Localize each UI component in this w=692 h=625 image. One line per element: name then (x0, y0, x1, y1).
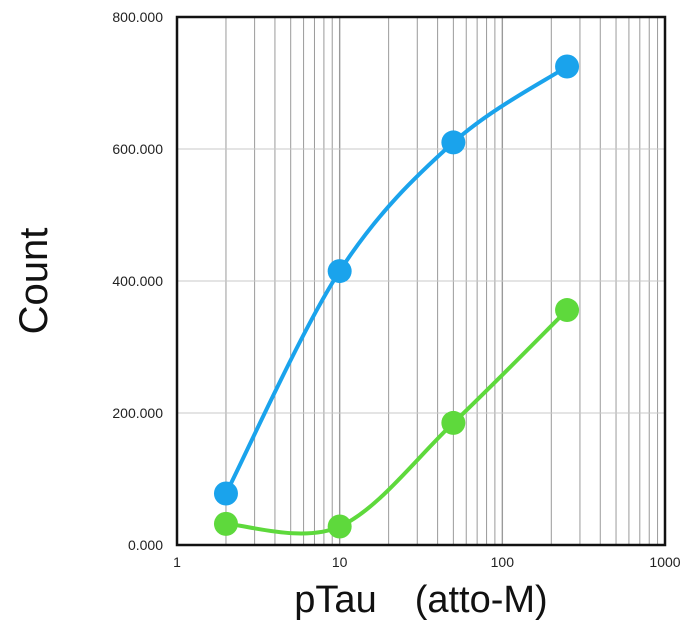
series-1-line (223, 64, 570, 496)
y-tick-label: 200.000 (112, 405, 163, 421)
series-2-line (223, 308, 570, 536)
x-tick-label: 1 (173, 554, 181, 570)
series-2-point (555, 298, 580, 323)
y-tick-label: 400.000 (112, 273, 163, 289)
x-tick-label: 100 (491, 554, 515, 570)
y-tick-label: 600.000 (112, 141, 163, 157)
series-2-point (213, 511, 238, 536)
grid (177, 17, 665, 545)
x-tick-label: 1000 (649, 554, 680, 570)
series-2-point (441, 410, 466, 435)
plot-frame (175, 15, 667, 547)
series-2-point (327, 514, 352, 539)
tick-labels: 1 10 100 1000 0.000 200.000 400.000 600.000 800.… (112, 9, 680, 570)
y-tick-label: 800.000 (112, 9, 163, 25)
x-tick-label: 10 (332, 554, 348, 570)
y-axis-title: Count (12, 228, 56, 335)
x-axis-title: pTau (atto-M) (294, 579, 547, 621)
series-1-point (213, 481, 238, 506)
series-1-point (555, 54, 580, 79)
y-tick-label: 0.000 (128, 537, 163, 553)
series-1-point (327, 259, 352, 284)
series-1-point (441, 130, 466, 155)
series-layer (213, 54, 580, 539)
